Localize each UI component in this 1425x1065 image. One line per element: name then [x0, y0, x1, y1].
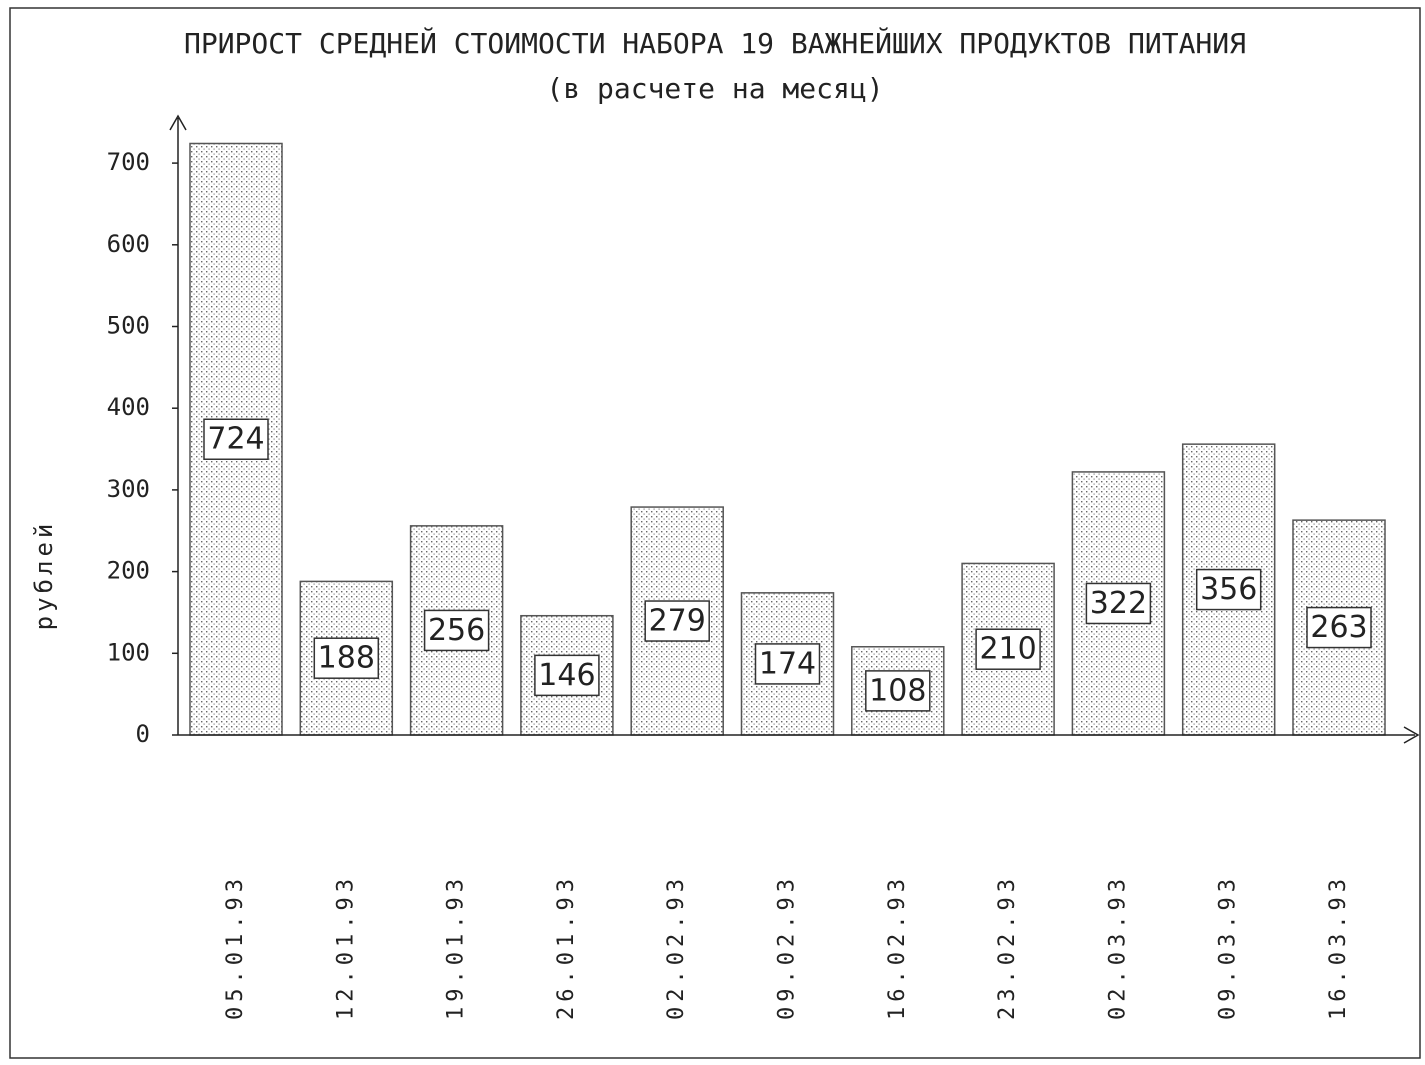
axes: [169, 114, 1420, 744]
y-axis-label: рублей: [30, 520, 58, 631]
value-label: 210: [979, 632, 1036, 667]
x-tick-label: 09.03.93: [1216, 874, 1241, 1020]
plot: 0 100 200 300 400 500 600 700 05.01.93 724 12.01.9…: [107, 142, 1386, 1020]
y-tick-label: 400: [107, 393, 150, 421]
value-label-box: [865, 670, 931, 712]
value-label: 263: [1310, 610, 1367, 645]
y-tick-label: 300: [107, 475, 150, 503]
x-tick-label: 16.02.93: [885, 874, 910, 1020]
value-label: 279: [649, 604, 706, 639]
chart-subtitle: (в расчете на месяц): [546, 72, 883, 105]
value-label-box: [1195, 568, 1262, 611]
y-tick-label: 0: [136, 720, 150, 748]
x-tick-label: 02.03.93: [1105, 874, 1130, 1020]
y-tick-label: 700: [107, 148, 150, 176]
value-label-box: [313, 637, 380, 679]
y-tick-label: 600: [107, 230, 150, 258]
x-tick-label: 19.01.93: [444, 874, 469, 1020]
y-tick-label: 500: [107, 312, 150, 340]
value-label-box: [644, 600, 710, 642]
value-label: 356: [1200, 572, 1257, 607]
frame: [9, 7, 1421, 1059]
x-tick-label: 09.02.93: [775, 874, 800, 1020]
value-label: 174: [759, 646, 816, 681]
value-label-box: [1306, 606, 1372, 649]
value-label: 256: [428, 613, 485, 648]
value-label-box: [534, 654, 600, 697]
y-tick-label: 100: [107, 638, 150, 666]
value-label-box: [1085, 582, 1152, 625]
chart-title: ПРИРОСТ СРЕДНЕЙ СТОИМОСТИ НАБОРА 19 ВАЖН…: [184, 26, 1246, 60]
value-label: 188: [318, 641, 375, 676]
value-label-box: [975, 628, 1041, 670]
x-tick-label: 16.03.93: [1326, 874, 1351, 1020]
value-label-box: [203, 418, 269, 460]
value-label: 322: [1090, 586, 1147, 621]
value-label: 108: [869, 673, 926, 708]
value-label-box: [423, 609, 490, 652]
x-tick-label: 26.01.93: [554, 874, 579, 1020]
x-tick-label: 02.02.93: [664, 874, 689, 1020]
y-tick-label: 200: [107, 557, 150, 585]
x-tick-label: 05.01.93: [223, 874, 248, 1020]
x-tick-label: 23.02.93: [995, 874, 1020, 1020]
value-label-box: [754, 643, 821, 685]
value-label: 724: [207, 422, 264, 457]
x-tick-label: 12.01.93: [333, 874, 358, 1020]
value-label: 146: [538, 658, 595, 693]
